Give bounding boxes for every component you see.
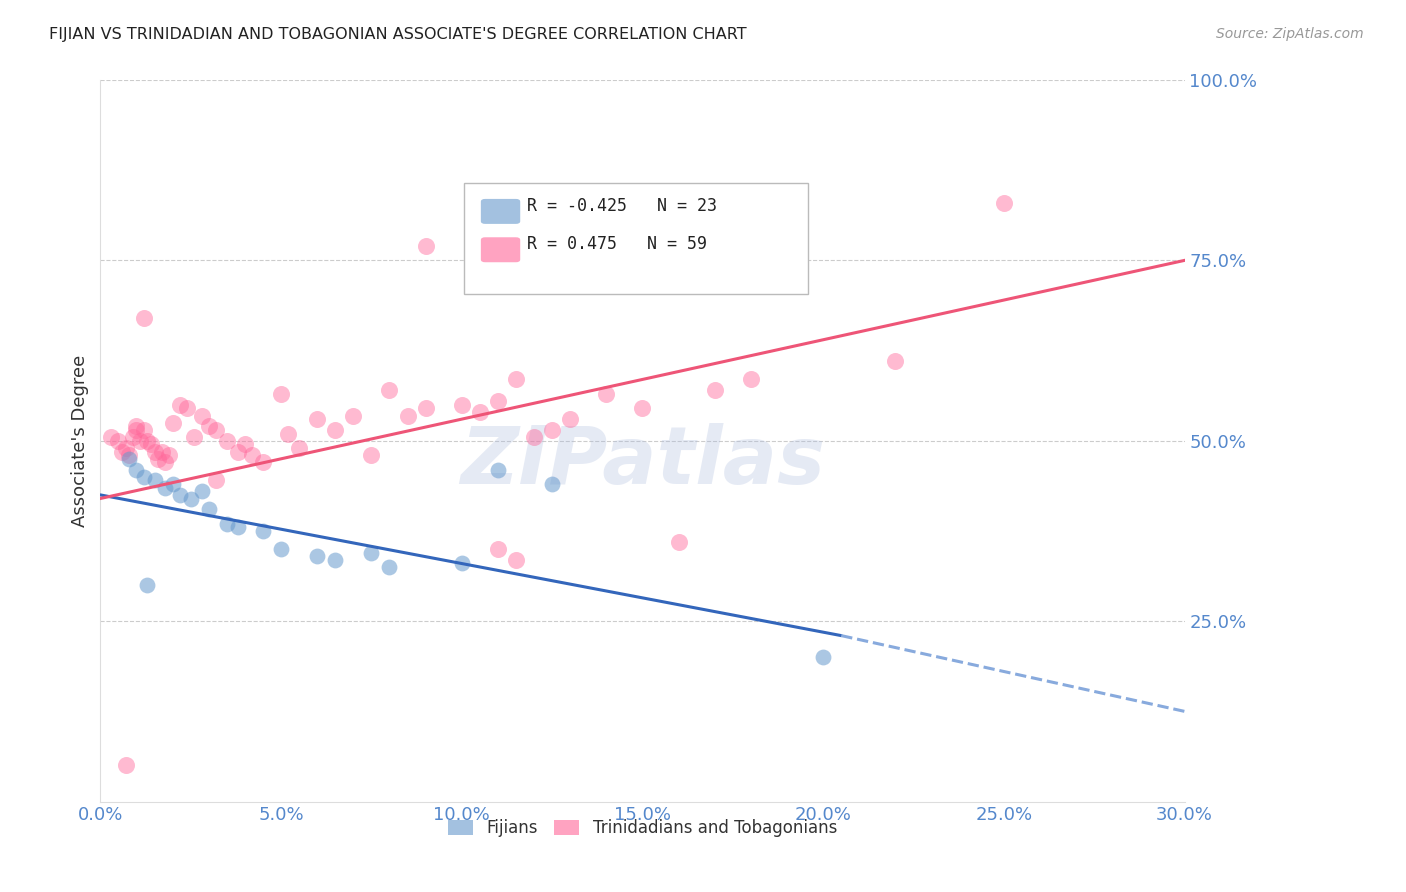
Point [342, 409, 364, 423]
Point [155, 455, 177, 469]
Point [486, 463, 509, 477]
Point [595, 387, 617, 401]
Point [125, 419, 148, 434]
Point [197, 502, 219, 516]
Point [360, 546, 382, 560]
Point [450, 557, 472, 571]
Point [139, 437, 162, 451]
Point [226, 444, 249, 458]
Point [136, 578, 159, 592]
Text: Source: ZipAtlas.com: Source: ZipAtlas.com [1216, 27, 1364, 41]
Point [143, 474, 166, 488]
Point [378, 384, 401, 398]
Point [468, 405, 491, 419]
Point [197, 419, 219, 434]
Point [740, 372, 762, 386]
Point [450, 398, 472, 412]
Point [323, 553, 346, 567]
Point [169, 398, 191, 412]
Point [132, 470, 155, 484]
Point [307, 412, 329, 426]
Point [270, 387, 292, 401]
Text: ZIPatlas: ZIPatlas [460, 424, 825, 501]
Point [125, 463, 148, 477]
Point [415, 239, 437, 253]
Point [190, 484, 212, 499]
Point [136, 434, 159, 448]
Point [240, 448, 263, 462]
Point [100, 430, 122, 444]
Point [505, 553, 527, 567]
Point [132, 311, 155, 326]
Y-axis label: Associate's Degree: Associate's Degree [72, 355, 89, 527]
Point [360, 448, 382, 462]
Point [215, 516, 238, 531]
Point [155, 481, 177, 495]
Point [205, 423, 228, 437]
Point [148, 451, 170, 466]
Point [114, 441, 136, 455]
Point [631, 401, 654, 416]
Legend: Fijians, Trinidadians and Tobagonians: Fijians, Trinidadians and Tobagonians [441, 813, 844, 844]
Point [114, 758, 136, 772]
Point [162, 416, 184, 430]
Point [505, 372, 527, 386]
Point [132, 423, 155, 437]
Point [107, 434, 129, 448]
Point [190, 409, 212, 423]
Point [523, 430, 546, 444]
Point [226, 520, 249, 534]
Point [486, 541, 509, 556]
Point [169, 488, 191, 502]
Point [125, 423, 148, 437]
Point [118, 451, 141, 466]
Point [668, 534, 690, 549]
Point [233, 437, 256, 451]
Text: FIJIAN VS TRINIDADIAN AND TOBAGONIAN ASSOCIATE'S DEGREE CORRELATION CHART: FIJIAN VS TRINIDADIAN AND TOBAGONIAN ASS… [49, 27, 747, 42]
Point [541, 477, 564, 491]
Point [703, 384, 725, 398]
Point [252, 524, 274, 538]
Point [205, 474, 228, 488]
Text: R = -0.425   N = 23: R = -0.425 N = 23 [527, 197, 717, 215]
Point [118, 448, 141, 462]
Point [180, 491, 202, 506]
Text: R = 0.475   N = 59: R = 0.475 N = 59 [527, 235, 707, 253]
Point [277, 426, 299, 441]
Point [307, 549, 329, 564]
Point [129, 434, 152, 448]
Point [415, 401, 437, 416]
Point [288, 441, 311, 455]
Point [560, 412, 582, 426]
Point [162, 477, 184, 491]
Point [215, 434, 238, 448]
Point [486, 394, 509, 409]
Point [150, 444, 173, 458]
Point [541, 423, 564, 437]
Point [884, 354, 907, 368]
Point [270, 541, 292, 556]
Point [183, 430, 205, 444]
Point [122, 430, 145, 444]
Point [811, 650, 834, 665]
Point [396, 409, 419, 423]
Point [111, 444, 134, 458]
Point [993, 195, 1015, 210]
Point [378, 560, 401, 574]
Point [143, 444, 166, 458]
Point [323, 423, 346, 437]
Point [252, 455, 274, 469]
Point [176, 401, 198, 416]
Point [157, 448, 180, 462]
